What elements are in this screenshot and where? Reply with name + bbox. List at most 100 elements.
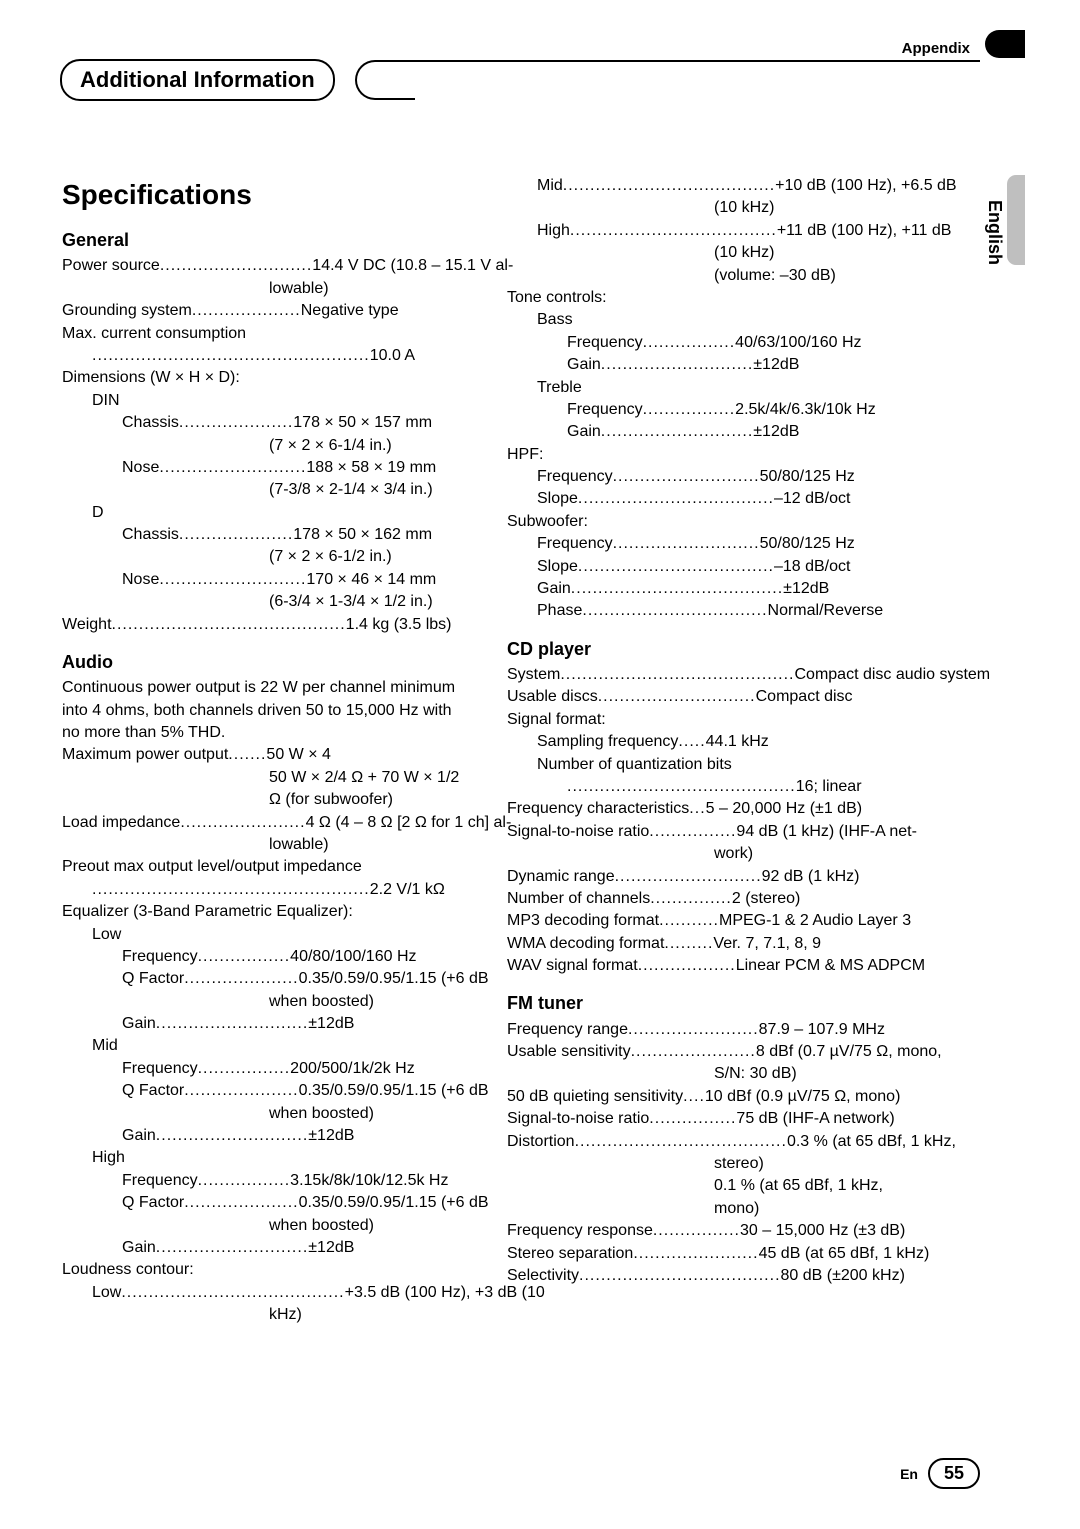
value: 45 dB (at 65 dBf, 1 kHz)	[759, 1243, 930, 1265]
label: Usable sensitivity	[507, 1041, 631, 1063]
label: Equalizer (3-Band Parametric Equalizer):	[62, 901, 477, 923]
value: Compact disc audio system	[795, 664, 991, 686]
dots: .............................	[598, 686, 756, 708]
dots: .......................	[631, 1041, 756, 1063]
spec-row: Selectivity ............................…	[507, 1265, 922, 1287]
spec-row: Chassis ..................... 178 × 50 ×…	[62, 524, 477, 546]
dots: ...........................	[159, 457, 306, 479]
cont: (7 × 2 × 6-1/2 in.)	[62, 546, 477, 568]
cont: Ω (for subwoofer)	[62, 789, 477, 811]
value: 50/80/125 Hz	[760, 533, 855, 555]
dots: ..................................	[582, 600, 767, 622]
cont: (7 × 2 × 6-1/4 in.)	[62, 435, 477, 457]
label: Gain	[567, 354, 601, 376]
language-label: English	[984, 200, 1005, 265]
dots: ...........................	[615, 866, 762, 888]
value: 0.3 % (at 65 dBf, 1 kHz,	[787, 1131, 956, 1153]
value: 50/80/125 Hz	[760, 466, 855, 488]
spec-row: Gain ............................ ±12dB	[62, 1237, 477, 1259]
footer: En 55	[900, 1458, 980, 1489]
value: 2 (stereo)	[732, 888, 800, 910]
label: Frequency	[567, 332, 643, 354]
label: Nose	[122, 457, 159, 479]
spec-row: Q Factor ..................... 0.35/0.59…	[62, 968, 477, 990]
dots: .................	[198, 946, 291, 968]
value: 87.9 – 107.9 MHz	[759, 1019, 885, 1041]
value: 0.35/0.59/0.95/1.15 (+6 dB	[299, 1192, 489, 1214]
value: 40/63/100/160 Hz	[735, 332, 861, 354]
value: 50 W × 4	[266, 744, 330, 766]
spec-row: Signal-to-noise ratio ................ 9…	[507, 821, 922, 843]
label: Signal-to-noise ratio	[507, 821, 649, 843]
dots: ........................................…	[560, 664, 794, 686]
left-column: Specifications General Power source ....…	[62, 175, 477, 1327]
label: Number of channels	[507, 888, 650, 910]
label: Gain	[537, 578, 571, 600]
spec-row: ........................................…	[62, 345, 477, 367]
label: Tone controls:	[507, 287, 922, 309]
label: Q Factor	[122, 968, 184, 990]
sublabel: D	[62, 502, 477, 524]
specs-title: Specifications	[62, 175, 477, 214]
label: MP3 decoding format	[507, 910, 659, 932]
dots: ....................................	[578, 488, 774, 510]
spec-row: Mid ....................................…	[507, 175, 922, 197]
header-title: Additional Information	[60, 59, 335, 101]
dots: ...	[689, 798, 705, 820]
dots: .......................	[180, 812, 305, 834]
label: Sampling frequency	[537, 731, 678, 753]
dots: ...........................	[613, 466, 760, 488]
cont: work)	[507, 843, 922, 865]
footer-lang: En	[900, 1466, 918, 1482]
cont: (6-3/4 × 1-3/4 × 1/2 in.)	[62, 591, 477, 613]
label: Maximum power output	[62, 744, 228, 766]
dots: ............................	[601, 421, 753, 443]
spec-row: MP3 decoding format ........... MPEG-1 &…	[507, 910, 922, 932]
label: Frequency response	[507, 1220, 653, 1242]
spec-row: Frequency ................. 40/63/100/16…	[507, 332, 922, 354]
value: 92 dB (1 kHz)	[762, 866, 860, 888]
value: ±12dB	[753, 421, 799, 443]
dots: ........................................…	[112, 614, 346, 636]
label: HPF:	[507, 444, 922, 466]
spec-row: Frequency response ................ 30 –…	[507, 1220, 922, 1242]
dots: ........................................…	[567, 776, 796, 798]
dots: .....................	[184, 1192, 298, 1214]
spec-row: Frequency ................. 200/500/1k/2…	[62, 1058, 477, 1080]
value: 16; linear	[796, 776, 862, 798]
side-tab	[1007, 175, 1025, 265]
general-heading: General	[62, 228, 477, 253]
label: Gain	[122, 1237, 156, 1259]
value: ±12dB	[308, 1125, 354, 1147]
spec-row: Frequency characteristics ... 5 – 20,000…	[507, 798, 922, 820]
spec-row: Grounding system .................... Ne…	[62, 300, 477, 322]
cont: 50 W × 2/4 Ω + 70 W × 1/2	[62, 767, 477, 789]
label: 50 dB quieting sensitivity	[507, 1086, 683, 1108]
label: Gain	[122, 1125, 156, 1147]
spec-row: Low ....................................…	[62, 1282, 477, 1304]
cont: 0.1 % (at 65 dBf, 1 kHz,	[507, 1175, 922, 1197]
value: 0.35/0.59/0.95/1.15 (+6 dB	[299, 1080, 489, 1102]
spec-row: Q Factor ..................... 0.35/0.59…	[62, 1080, 477, 1102]
spec-row: Frequency ................. 2.5k/4k/6.3k…	[507, 399, 922, 421]
label: Phase	[537, 600, 582, 622]
label: Distortion	[507, 1131, 575, 1153]
dots: ......................................	[570, 220, 777, 242]
label: Low	[92, 1282, 121, 1304]
para: no more than 5% THD.	[62, 722, 477, 744]
cont: when boosted)	[62, 991, 477, 1013]
spec-row: Gain ............................ ±12dB	[62, 1125, 477, 1147]
dots: ................	[649, 821, 736, 843]
spec-row: Dynamic range ..........................…	[507, 866, 922, 888]
dots: .................	[198, 1058, 291, 1080]
value: 4 Ω (4 – 8 Ω [2 Ω for 1 ch] al-	[306, 812, 512, 834]
dots: .......................................	[575, 1131, 787, 1153]
dots: ....................................	[578, 556, 774, 578]
label: Power source	[62, 255, 160, 277]
label: Usable discs	[507, 686, 598, 708]
value: Compact disc	[756, 686, 853, 708]
sublabel: Mid	[62, 1035, 477, 1057]
spec-row: Usable sensitivity .....................…	[507, 1041, 922, 1063]
dots: .....................	[179, 524, 293, 546]
spec-row: ........................................…	[507, 776, 922, 798]
